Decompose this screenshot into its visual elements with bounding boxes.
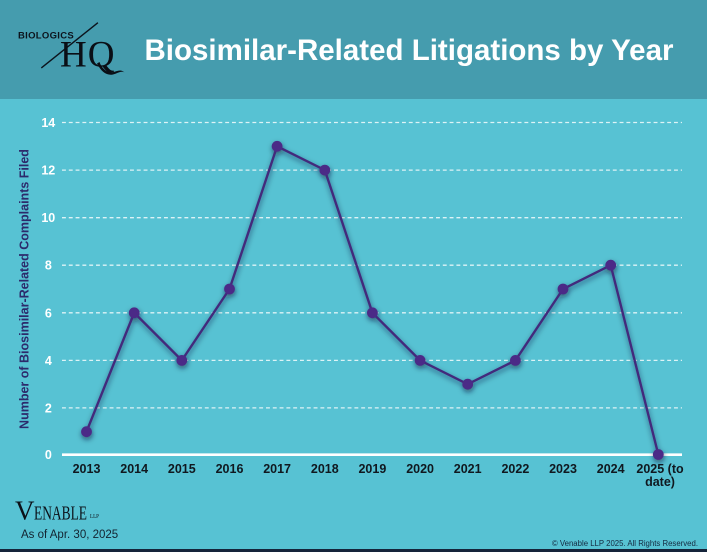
svg-text:2014: 2014 xyxy=(120,462,148,476)
svg-text:14: 14 xyxy=(41,116,55,130)
svg-text:ENABLE: ENABLE xyxy=(34,503,87,525)
svg-text:2023: 2023 xyxy=(549,462,577,476)
svg-text:2016: 2016 xyxy=(216,462,244,476)
svg-text:0: 0 xyxy=(45,448,52,462)
svg-text:2024: 2024 xyxy=(597,462,625,476)
svg-text:8: 8 xyxy=(45,259,52,273)
svg-text:2019: 2019 xyxy=(358,462,386,476)
svg-text:2013: 2013 xyxy=(73,462,101,476)
svg-text:LLP: LLP xyxy=(90,513,99,520)
svg-text:2020: 2020 xyxy=(406,462,434,476)
svg-text:V: V xyxy=(15,496,35,526)
svg-text:2: 2 xyxy=(45,401,52,415)
svg-text:HQ: HQ xyxy=(60,35,115,76)
svg-text:2021: 2021 xyxy=(454,462,482,476)
svg-text:2022: 2022 xyxy=(501,462,529,476)
svg-text:4: 4 xyxy=(45,354,52,368)
svg-text:10: 10 xyxy=(41,211,55,225)
svg-text:date): date) xyxy=(645,475,675,489)
svg-text:2025 (to: 2025 (to xyxy=(636,462,684,476)
svg-text:Number of Biosimilar-Related C: Number of Biosimilar-Related Complaints … xyxy=(18,149,32,429)
svg-text:2017: 2017 xyxy=(263,462,291,476)
svg-text:BIOLOGICS: BIOLOGICS xyxy=(18,31,74,42)
svg-text:12: 12 xyxy=(41,164,55,178)
svg-text:2018: 2018 xyxy=(311,462,339,476)
svg-text:2015: 2015 xyxy=(168,462,196,476)
svg-text:6: 6 xyxy=(45,306,52,320)
